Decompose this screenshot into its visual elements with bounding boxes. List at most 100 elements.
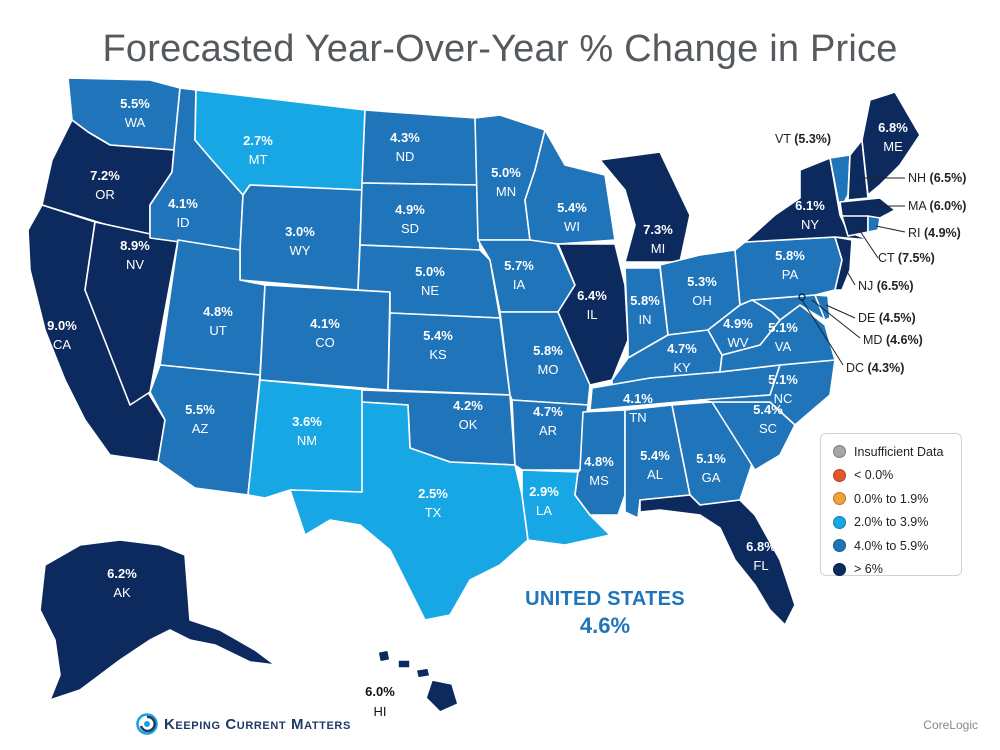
callout-ri: RI (4.9%) xyxy=(908,226,961,240)
state-ak[interactable] xyxy=(39,539,276,701)
label-ne: 5.0% NE xyxy=(415,264,445,298)
label-ks: 5.4% KS xyxy=(423,328,453,362)
state-mi[interactable] xyxy=(599,151,691,263)
label-value-sc: 5.4% xyxy=(753,402,783,417)
state-tx[interactable] xyxy=(289,401,529,621)
label-abbr-mt: MT xyxy=(249,152,268,167)
label-abbr-la: LA xyxy=(536,503,552,518)
source-credit: CoreLogic xyxy=(923,718,978,732)
label-abbr-wy: WY xyxy=(290,243,311,258)
legend-swatch-4-5-9 xyxy=(833,539,846,553)
legend-swatch-insufficient xyxy=(833,445,846,459)
state-de[interactable] xyxy=(814,294,831,321)
callout-md: MD (4.6%) xyxy=(863,333,923,347)
callout-ma: MA (6.0%) xyxy=(908,199,966,213)
label-va: 5.1% VA xyxy=(768,320,798,354)
state-nj[interactable] xyxy=(834,236,853,291)
label-value-nm: 3.6% xyxy=(292,414,322,429)
label-value-tn: 4.1% xyxy=(623,391,653,406)
label-tn: 4.1% TN xyxy=(623,391,653,425)
label-abbr-ne: NE xyxy=(421,283,439,298)
label-abbr-wa: WA xyxy=(125,115,146,130)
label-abbr-ks: KS xyxy=(429,347,447,362)
label-value-mo: 5.8% xyxy=(533,343,563,358)
state-il[interactable] xyxy=(557,243,629,386)
legend: Insufficient Data < 0.0% 0.0% to 1.9% 2.… xyxy=(820,433,962,576)
state-nc[interactable] xyxy=(699,359,836,426)
label-co: 4.1% CO xyxy=(310,316,340,350)
label-nv: 8.9% NV xyxy=(120,238,150,272)
callout-de: DE (4.5%) xyxy=(858,311,916,325)
label-value-or: 7.2% xyxy=(90,168,120,183)
label-abbr-ca: CA xyxy=(53,337,71,352)
label-abbr-al: AL xyxy=(647,467,663,482)
state-hi[interactable] xyxy=(377,649,459,713)
label-mt: 2.7% MT xyxy=(243,133,273,167)
legend-swatch-below-zero xyxy=(833,468,846,482)
label-abbr-ia: IA xyxy=(513,277,526,292)
label-hi-name: HI xyxy=(374,704,387,719)
label-ut: 4.8% UT xyxy=(203,304,233,338)
label-la: 2.9% LA xyxy=(529,484,559,518)
label-ia: 5.7% IA xyxy=(504,258,534,292)
label-value-wi: 5.4% xyxy=(557,200,587,215)
label-pa: 5.8% PA xyxy=(775,248,805,282)
label-ok: 4.2% OK xyxy=(453,398,483,432)
callout-nj: NJ (6.5%) xyxy=(858,279,914,293)
label-value-ut: 4.8% xyxy=(203,304,233,319)
legend-item: 0.0% to 1.9% xyxy=(833,487,961,511)
label-al: 5.4% AL xyxy=(640,448,670,482)
label-value-ak: 6.2% xyxy=(107,566,137,581)
label-value-al: 5.4% xyxy=(640,448,670,463)
swirl-logo-icon xyxy=(136,713,158,735)
label-abbr-ar: AR xyxy=(539,423,557,438)
label-abbr-ga: GA xyxy=(702,470,721,485)
state-me[interactable] xyxy=(861,91,921,196)
label-value-nc: 5.1% xyxy=(768,372,798,387)
label-abbr-in: IN xyxy=(639,312,652,327)
legend-item: Insufficient Data xyxy=(833,440,961,464)
label-value-ms: 4.8% xyxy=(584,454,614,469)
label-wi: 5.4% WI xyxy=(557,200,587,234)
label-value-ks: 5.4% xyxy=(423,328,453,343)
legend-item: < 0.0% xyxy=(833,464,961,488)
label-value-ca: 9.0% xyxy=(47,318,77,333)
label-ky: 4.7% KY xyxy=(667,341,697,375)
state-nd[interactable] xyxy=(361,109,479,186)
state-ar[interactable] xyxy=(511,399,589,471)
state-ma[interactable] xyxy=(839,197,896,219)
label-fl: 6.8% FL xyxy=(746,539,776,573)
label-abbr-ut: UT xyxy=(209,323,226,338)
label-ca: 9.0% CA xyxy=(47,318,77,352)
label-value-wv: 4.9% xyxy=(723,316,753,331)
label-az: 5.5% AZ xyxy=(185,402,215,436)
label-sc: 5.4% SC xyxy=(753,402,783,436)
label-abbr-mn: MN xyxy=(496,184,516,199)
label-sd: 4.9% SD xyxy=(395,202,425,236)
label-abbr-ms: MS xyxy=(589,473,609,488)
state-ks[interactable] xyxy=(387,312,511,396)
national-value: 4.6% xyxy=(579,613,631,638)
label-nd: 4.3% ND xyxy=(390,130,420,164)
label-id: 4.1% ID xyxy=(168,196,198,230)
brand-logo: Keeping Current Matters xyxy=(136,713,351,735)
label-abbr-va: VA xyxy=(775,339,792,354)
label-ar: 4.7% AR xyxy=(533,404,563,438)
label-value-in: 5.8% xyxy=(630,293,660,308)
label-abbr-nm: NM xyxy=(297,433,317,448)
callout-ct: CT (7.5%) xyxy=(878,251,935,265)
state-ri[interactable] xyxy=(867,215,881,233)
label-abbr-sd: SD xyxy=(401,221,419,236)
label-nm: 3.6% NM xyxy=(292,414,322,448)
label-abbr-pa: PA xyxy=(782,267,799,282)
callout-dc: DC (4.3%) xyxy=(846,361,904,375)
legend-swatch-above-6 xyxy=(833,562,846,576)
leader-dc xyxy=(801,299,844,366)
national-summary: UNITED STATES 4.6% xyxy=(505,588,705,639)
label-tx: 2.5% TX xyxy=(418,486,448,520)
label-value-oh: 5.3% xyxy=(687,274,717,289)
national-name: UNITED STATES xyxy=(525,588,685,610)
state-fl[interactable] xyxy=(639,494,796,626)
label-abbr-or: OR xyxy=(95,187,115,202)
